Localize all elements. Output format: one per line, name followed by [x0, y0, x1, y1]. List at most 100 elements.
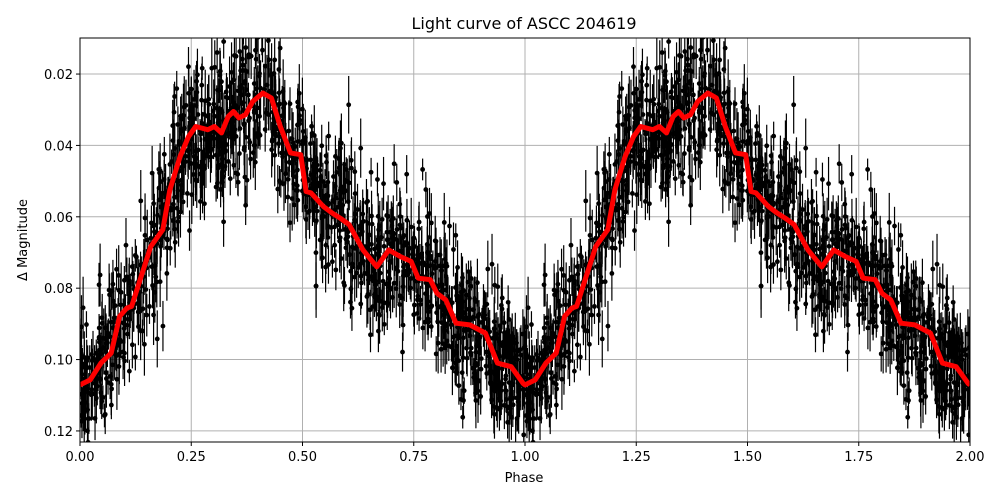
- data-point: [845, 350, 850, 355]
- data-point: [362, 271, 367, 276]
- data-point: [554, 320, 559, 325]
- data-point: [569, 243, 574, 248]
- data-point: [224, 89, 229, 94]
- observation-point: [820, 163, 825, 197]
- data-point: [529, 322, 534, 327]
- data-point: [907, 388, 912, 393]
- data-point: [755, 131, 760, 136]
- data-point: [857, 303, 862, 308]
- data-point: [699, 28, 704, 33]
- data-point: [793, 300, 798, 305]
- data-point: [945, 296, 950, 301]
- data-point: [513, 443, 518, 448]
- observation-point: [358, 293, 363, 315]
- observation-point: [600, 310, 605, 367]
- data-point: [688, 203, 693, 208]
- data-point: [872, 309, 877, 314]
- data-point: [687, 145, 692, 150]
- data-point: [543, 273, 548, 278]
- data-point: [791, 102, 796, 107]
- data-point: [242, 145, 247, 150]
- data-point: [879, 351, 884, 356]
- observation-point: [124, 218, 129, 272]
- data-point: [874, 303, 879, 308]
- data-point: [184, 103, 189, 108]
- data-point: [730, 195, 735, 200]
- observation-point: [937, 267, 942, 304]
- data-point: [102, 413, 107, 418]
- data-point: [453, 233, 458, 238]
- data-point: [929, 364, 934, 369]
- observation-point: [342, 267, 347, 304]
- observation-point: [404, 155, 409, 193]
- observation-point: [155, 310, 160, 367]
- data-point: [741, 139, 746, 144]
- data-point: [231, 163, 236, 168]
- data-point: [462, 388, 467, 393]
- data-point: [221, 39, 226, 44]
- data-point: [429, 303, 434, 308]
- data-point: [704, 22, 709, 27]
- data-point: [434, 351, 439, 356]
- data-point: [693, 157, 698, 162]
- observation-point: [896, 222, 901, 276]
- data-point: [310, 131, 315, 136]
- data-point: [451, 247, 456, 252]
- data-point: [807, 271, 812, 276]
- data-point: [404, 172, 409, 177]
- observation-point: [630, 179, 635, 207]
- data-point: [803, 146, 808, 151]
- data-point: [666, 39, 671, 44]
- data-point: [296, 139, 301, 144]
- data-point: [460, 415, 465, 420]
- data-point: [930, 267, 935, 272]
- data-point: [937, 283, 942, 288]
- data-point: [771, 134, 776, 139]
- observation-point: [710, 6, 715, 43]
- observation-point: [803, 119, 808, 178]
- data-point: [784, 141, 789, 146]
- data-point: [850, 218, 855, 223]
- observation-point: [815, 204, 820, 244]
- data-point: [896, 247, 901, 252]
- data-point: [500, 296, 505, 301]
- observation-point: [930, 241, 935, 298]
- data-point: [99, 390, 104, 395]
- data-point: [499, 303, 504, 308]
- data-point: [333, 267, 338, 272]
- observation-point: [485, 241, 490, 298]
- data-point: [492, 283, 497, 288]
- data-point: [511, 402, 516, 407]
- data-point: [147, 304, 152, 309]
- data-point: [506, 300, 511, 305]
- data-point: [820, 177, 825, 182]
- data-point: [161, 324, 166, 329]
- data-point: [787, 283, 792, 288]
- data-point: [629, 103, 634, 108]
- data-point: [375, 177, 380, 182]
- data-point: [442, 220, 447, 225]
- data-point: [348, 300, 353, 305]
- observation-point: [185, 179, 190, 207]
- data-point: [958, 443, 963, 448]
- data-point: [905, 415, 910, 420]
- data-point: [676, 163, 681, 168]
- observation-point: [370, 204, 375, 244]
- data-point: [745, 107, 750, 112]
- data-point: [109, 320, 114, 325]
- observation-point: [583, 170, 588, 232]
- data-point: [598, 275, 603, 280]
- data-point: [944, 303, 949, 308]
- data-point: [263, 127, 268, 132]
- observation-point: [704, 0, 709, 55]
- data-point: [381, 181, 386, 186]
- data-point: [172, 195, 177, 200]
- data-point: [447, 224, 452, 229]
- data-point: [285, 195, 290, 200]
- observation-point: [447, 207, 452, 245]
- data-point: [892, 224, 897, 229]
- data-point: [849, 172, 854, 177]
- data-point: [821, 214, 826, 219]
- data-point: [236, 180, 241, 185]
